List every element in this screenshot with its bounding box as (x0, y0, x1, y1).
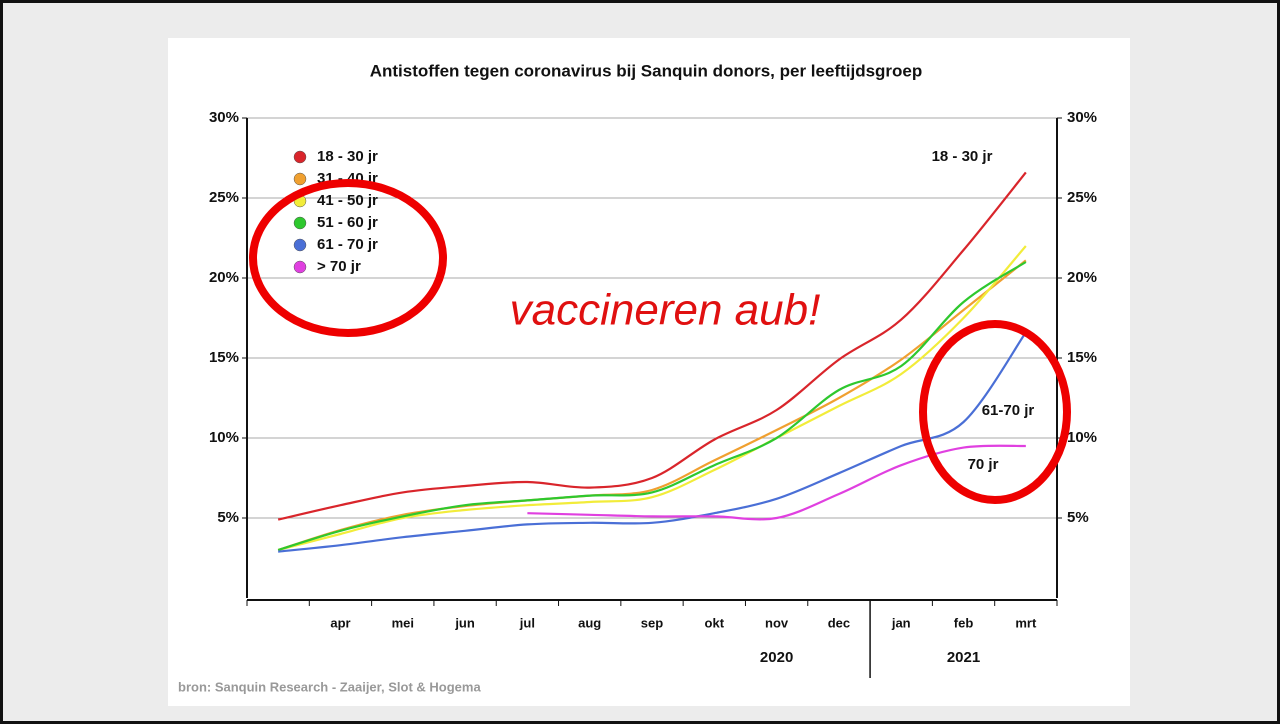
x-tick-label: feb (954, 615, 974, 630)
series-line (277, 171, 1027, 521)
x-tick-label: sep (641, 615, 663, 630)
legend-label: 61 - 70 jr (317, 236, 378, 253)
x-tick-label: apr (330, 615, 350, 630)
legend-marker (293, 172, 307, 186)
legend-marker (293, 260, 307, 274)
highlight-circle (249, 179, 447, 337)
annotation: 61-70 jr (982, 402, 1035, 419)
chart-background (168, 38, 1130, 706)
y2-tick-label: 25% (1067, 189, 1097, 206)
x-tick-label: mrt (1015, 615, 1037, 630)
legend-label: > 70 jr (317, 258, 361, 275)
y-tick-label: 10% (209, 429, 239, 446)
legend-label: 18 - 30 jr (317, 148, 378, 165)
x-tick-label: okt (705, 615, 725, 630)
x-tick-label: dec (828, 615, 850, 630)
annotation: 70 jr (968, 456, 999, 473)
chart-title: Antistoffen tegen coronavirus bij Sanqui… (370, 61, 923, 80)
x-tick-label: jul (519, 615, 535, 630)
y-tick-label: 5% (217, 509, 239, 526)
x-tick-label: mei (392, 615, 414, 630)
highlight-circle (919, 320, 1071, 504)
series-line (278, 331, 1027, 553)
y2-tick-label: 15% (1067, 349, 1097, 366)
y2-tick-label: 20% (1067, 269, 1097, 286)
legend-marker (293, 216, 307, 230)
y-tick-label: 25% (209, 189, 239, 206)
legend-label: 51 - 60 jr (317, 214, 378, 231)
series-line (277, 259, 1027, 552)
source: bron: Sanquin Research - Zaaijer, Slot &… (178, 679, 481, 694)
year-label: 2020 (760, 649, 793, 666)
x-tick-label: jan (891, 615, 911, 630)
legend-marker (293, 150, 307, 164)
y2-tick-label: 5% (1067, 509, 1089, 526)
y2-tick-label: 10% (1067, 429, 1097, 446)
annotation: vaccineren aub! (510, 286, 821, 335)
series-line (277, 261, 1027, 552)
x-tick-label: nov (765, 615, 789, 630)
y-tick-label: 15% (209, 349, 239, 366)
x-tick-label: aug (578, 615, 601, 630)
legend-marker (293, 238, 307, 252)
series-line (527, 444, 1026, 521)
annotation: 18 - 30 jr (932, 148, 993, 165)
y-tick-label: 20% (209, 269, 239, 286)
x-tick-label: jun (454, 615, 475, 630)
legend-label: 41 - 50 jr (317, 192, 378, 209)
series-line (277, 245, 1027, 552)
y-tick-label: 30% (209, 109, 239, 126)
year-label: 2021 (947, 649, 980, 666)
y2-tick-label: 30% (1067, 109, 1097, 126)
